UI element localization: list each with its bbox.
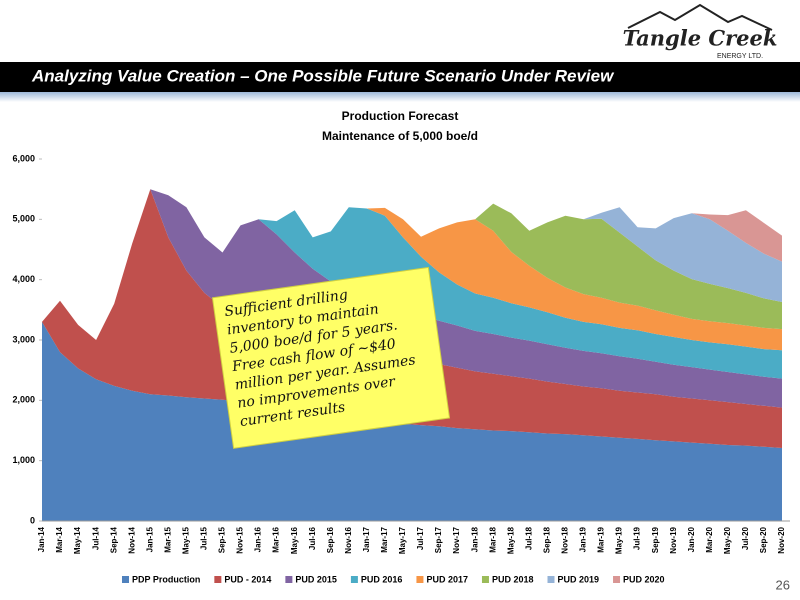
legend: PDP Production PUD - 2014 PUD 2015 PUD 2016…: [122, 574, 665, 584]
logo-mountains: [627, 3, 773, 31]
legend-label: PUD 2016: [361, 574, 403, 584]
page-number: 26: [776, 577, 790, 592]
x-tick-label: Mar-14: [55, 526, 64, 552]
x-tick-label: Nov-19: [669, 526, 678, 553]
x-tick-label: Nov-20: [777, 526, 786, 553]
y-tick-label: 4,000: [12, 274, 35, 284]
legend-label: PUD 2018: [492, 574, 534, 584]
legend-label: PUD 2020: [623, 574, 665, 584]
legend-label: PUD - 2014: [224, 574, 271, 584]
x-tick-label: Jan-15: [145, 526, 154, 552]
slide-title: Analyzing Value Creation – One Possible …: [31, 66, 615, 85]
legend-label: PDP Production: [132, 574, 200, 584]
x-tick-label: Jan-14: [37, 526, 46, 552]
y-tick-label: 2,000: [12, 395, 35, 405]
x-tick-label: Sep-19: [651, 526, 660, 553]
legend-label: PUD 2015: [295, 574, 337, 584]
chart-title: Production Forecast: [342, 109, 459, 123]
x-tick-label: Mar-20: [705, 526, 714, 552]
x-tick-label: Mar-16: [272, 526, 281, 552]
legend-swatch: [547, 576, 555, 583]
x-tick-label: Mar-18: [488, 526, 497, 552]
x-tick-label: May-18: [506, 526, 515, 554]
logo-name: Tangle Creek: [623, 26, 778, 51]
x-tick-label: Nov-18: [561, 526, 570, 553]
x-tick-label: Jul-18: [524, 526, 533, 550]
title-band: [0, 92, 800, 102]
y-tick-label: 3,000: [12, 334, 35, 344]
legend-label: PUD 2017: [426, 574, 468, 584]
legend-swatch: [416, 576, 424, 583]
x-tick-label: Jan-16: [254, 526, 263, 552]
x-tick-label: May-16: [290, 526, 299, 554]
x-tick-label: Jan-19: [579, 526, 588, 552]
x-tick-label: Jan-18: [470, 526, 479, 552]
legend-swatch: [350, 576, 358, 583]
area: [42, 189, 782, 408]
x-tick-label: Jul-19: [633, 526, 642, 550]
x-tick-label: Sep-14: [109, 526, 118, 553]
x-tick-label: Nov-15: [236, 526, 245, 553]
logo-sub: ENERGY LTD.: [717, 53, 763, 60]
y-tick-label: 6,000: [12, 153, 35, 163]
x-tick-label: Mar-19: [597, 526, 606, 552]
x-tick-label: May-15: [181, 526, 190, 554]
y-tick-label: 1,000: [12, 455, 35, 465]
x-tick-label: Jan-17: [362, 526, 371, 552]
x-tick-label: Nov-14: [127, 526, 136, 553]
y-tick-label: 5,000: [12, 214, 35, 224]
legend-swatch: [481, 576, 489, 583]
x-tick-label: May-20: [723, 526, 732, 554]
note-box: [211, 266, 451, 449]
y-tick-label: 0: [30, 515, 35, 525]
x-tick-label: Sep-17: [434, 526, 443, 553]
x-tick-label: Mar-15: [163, 526, 172, 552]
x-tick-label: Sep-18: [542, 526, 551, 553]
area: [42, 321, 782, 521]
x-tick-label: Nov-17: [452, 526, 461, 553]
area: [42, 189, 782, 340]
x-tick-label: Jan-20: [687, 526, 696, 552]
x-tick-label: Jul-14: [91, 526, 100, 550]
legend-swatch: [613, 576, 621, 583]
legend-label: PUD 2019: [558, 574, 600, 584]
legend-swatch: [122, 576, 129, 583]
legend-swatch: [214, 576, 222, 583]
x-tick-label: Sep-20: [759, 526, 768, 553]
x-tick-label: May-19: [615, 526, 624, 554]
x-tick-label: Sep-15: [218, 526, 227, 553]
x-tick-label: May-17: [398, 526, 407, 554]
chart-subtitle: Maintenance of 5,000 boe/d: [322, 129, 478, 143]
x-tick-label: Nov-16: [344, 526, 353, 553]
x-tick-label: Jul-20: [741, 526, 750, 550]
title-bar: [0, 62, 800, 92]
x-tick-label: Jul-17: [416, 526, 425, 550]
x-tick-label: May-14: [73, 526, 82, 554]
x-tick-label: Jul-16: [308, 526, 317, 550]
x-tick-label: Jul-15: [200, 526, 209, 550]
area: [42, 189, 782, 351]
legend-swatch: [285, 576, 293, 583]
x-tick-label: Sep-16: [326, 526, 335, 553]
x-tick-label: Mar-17: [380, 526, 389, 552]
